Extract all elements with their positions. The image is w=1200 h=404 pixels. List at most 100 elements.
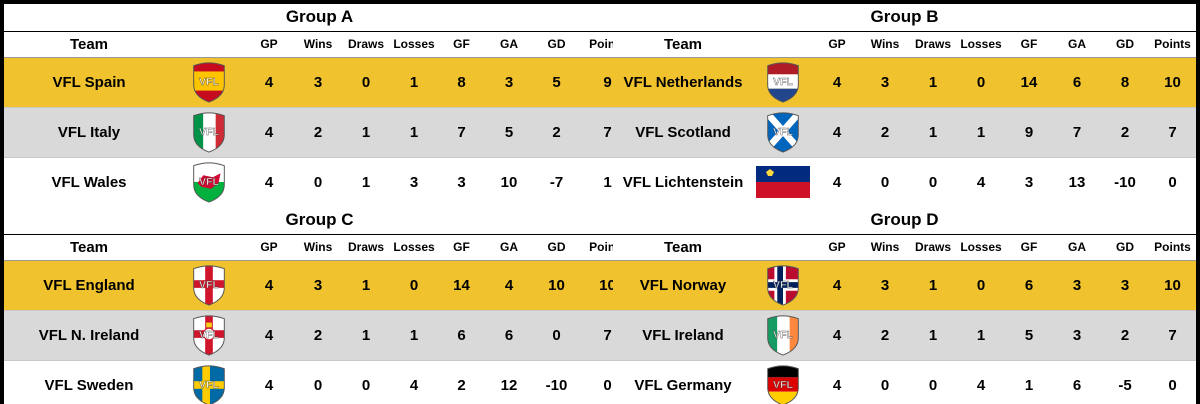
team-logo: VFL xyxy=(753,310,813,361)
vfl-logo-text: VFL xyxy=(199,76,219,88)
cell-gp: 4 xyxy=(813,360,861,404)
italy-flag-icon: VFL xyxy=(193,112,225,153)
cell-wins: 0 xyxy=(294,157,342,207)
team-logo: VFL xyxy=(174,260,244,311)
cell-gp: 4 xyxy=(244,107,294,158)
cell-gf: 3 xyxy=(438,157,485,207)
cell-losses: 1 xyxy=(957,310,1005,361)
cell-points: 10 xyxy=(1149,57,1197,108)
cell-losses: 1 xyxy=(390,107,438,158)
cell-ga: 13 xyxy=(1053,157,1101,207)
germany-flag-icon: VFL xyxy=(767,365,799,404)
cell-draws: 1 xyxy=(909,107,957,158)
cell-gf: 1 xyxy=(1005,360,1053,404)
team-logo: VFL xyxy=(174,107,244,158)
group-d-panel: Group D Team GP Wins Draws Losses GF GA GD P… xyxy=(613,207,1197,404)
column-header-team: Team xyxy=(613,31,753,58)
table-row: VFL Ireland VFL 4 2 1 1 5 3 2 7 xyxy=(613,310,1197,361)
sweden-flag-icon: VFL xyxy=(193,365,225,404)
england-flag-icon: VFL xyxy=(193,265,225,306)
column-header-draws: Draws xyxy=(342,31,390,58)
standings-table: Group A Team GP Wins Draws Losses GF GA GD P… xyxy=(4,4,636,207)
column-header-losses: Losses xyxy=(957,31,1005,58)
table-row: VFL Germany VFL 4 0 0 4 1 6 -5 0 xyxy=(613,360,1197,404)
column-header-points: Points xyxy=(1149,234,1197,261)
team-name: VFL Norway xyxy=(613,260,753,311)
column-header-ga: GA xyxy=(1053,31,1101,58)
cell-gp: 4 xyxy=(244,310,294,361)
cell-gf: 6 xyxy=(438,310,485,361)
column-header-wins: Wins xyxy=(294,31,342,58)
cell-draws: 0 xyxy=(342,57,390,108)
vfl-logo-text: VFL xyxy=(773,379,793,391)
cell-gf: 8 xyxy=(438,57,485,108)
table-row: VFL Netherlands VFL 4 3 1 0 14 6 8 10 xyxy=(613,57,1197,108)
column-header-ga: GA xyxy=(1053,234,1101,261)
column-header-gf: GF xyxy=(438,31,485,58)
cell-ga: 7 xyxy=(1053,107,1101,158)
cell-wins: 0 xyxy=(861,360,909,404)
column-header-ga: GA xyxy=(485,234,533,261)
cell-draws: 1 xyxy=(342,157,390,207)
liechtenstein-flag-icon xyxy=(756,166,810,199)
cell-gp: 4 xyxy=(244,57,294,108)
cell-points: 0 xyxy=(1149,157,1197,207)
netherlands-flag-icon: VFL xyxy=(767,62,799,103)
group-title: Group D xyxy=(613,207,1197,235)
cell-gf: 14 xyxy=(1005,57,1053,108)
cell-gd: 8 xyxy=(1101,57,1149,108)
table-row: VFL Norway VFL 4 3 1 0 6 3 3 10 xyxy=(613,260,1197,311)
column-header-losses: Losses xyxy=(957,234,1005,261)
group-title: Group B xyxy=(613,4,1197,32)
cell-gf: 6 xyxy=(1005,260,1053,311)
cell-ga: 3 xyxy=(485,57,533,108)
cell-draws: 0 xyxy=(909,157,957,207)
column-header-losses: Losses xyxy=(390,31,438,58)
column-header-draws: Draws xyxy=(909,31,957,58)
cell-gp: 4 xyxy=(813,157,861,207)
team-logo: VFL xyxy=(174,157,244,207)
cell-losses: 0 xyxy=(390,260,438,311)
team-name: VFL Scotland xyxy=(613,107,753,158)
team-logo xyxy=(753,157,813,207)
table-row: VFL N. Ireland VFL 4 2 1 1 6 6 0 7 xyxy=(4,310,636,361)
cell-ga: 6 xyxy=(1053,57,1101,108)
column-header-gd: GD xyxy=(1101,234,1149,261)
team-name: VFL N. Ireland xyxy=(4,310,174,361)
wales-flag-icon: VFL xyxy=(193,162,225,203)
cell-gd: 2 xyxy=(1101,310,1149,361)
team-logo: VFL xyxy=(174,57,244,108)
cell-losses: 3 xyxy=(390,157,438,207)
cell-wins: 2 xyxy=(294,107,342,158)
team-logo: VFL xyxy=(753,260,813,311)
cell-wins: 0 xyxy=(294,360,342,404)
cell-wins: 2 xyxy=(861,310,909,361)
northern-ireland-flag-icon: VFL xyxy=(193,315,225,356)
team-name: VFL Wales xyxy=(4,157,174,207)
group-title: Group A xyxy=(4,4,636,32)
cell-gd: 5 xyxy=(533,57,580,108)
cell-losses: 1 xyxy=(957,107,1005,158)
cell-gp: 4 xyxy=(244,260,294,311)
cell-gd: 0 xyxy=(533,310,580,361)
column-header-gp: GP xyxy=(813,31,861,58)
cell-draws: 0 xyxy=(909,360,957,404)
scotland-flag-icon: VFL xyxy=(767,112,799,153)
cell-wins: 3 xyxy=(294,57,342,108)
table-row: VFL Lichtenstein 4 0 0 4 3 13 -10 0 xyxy=(613,157,1197,207)
vfl-logo-text: VFL xyxy=(199,176,219,188)
cell-gp: 4 xyxy=(244,360,294,404)
cell-draws: 1 xyxy=(342,310,390,361)
table-row: VFL Italy VFL 4 2 1 1 7 5 2 7 xyxy=(4,107,636,158)
cell-wins: 0 xyxy=(861,157,909,207)
table-row: VFL Wales VFL 4 0 1 3 3 10 -7 1 xyxy=(4,157,636,207)
cell-gf: 5 xyxy=(1005,310,1053,361)
cell-losses: 0 xyxy=(957,57,1005,108)
cell-ga: 12 xyxy=(485,360,533,404)
cell-gp: 4 xyxy=(813,260,861,311)
team-logo: VFL xyxy=(174,360,244,404)
cell-draws: 1 xyxy=(342,260,390,311)
cell-wins: 3 xyxy=(861,260,909,311)
column-header-gp: GP xyxy=(813,234,861,261)
column-header-gf: GF xyxy=(438,234,485,261)
